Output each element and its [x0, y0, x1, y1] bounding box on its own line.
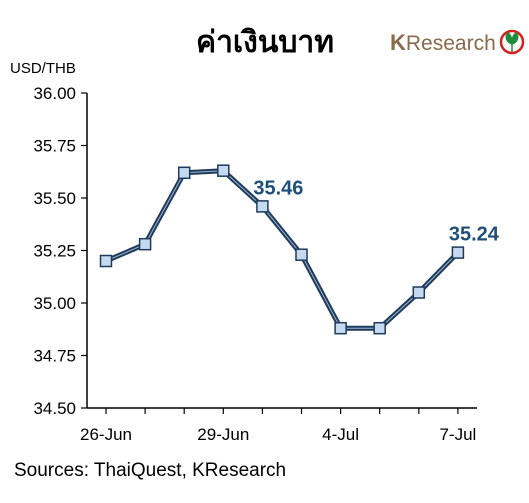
y-tick-label: 34.75 — [33, 347, 76, 366]
x-tick-label: 7-Jul — [439, 425, 476, 444]
kresearch-logo: KResearch — [390, 29, 525, 55]
y-axis-label: USD/THB — [10, 60, 76, 77]
logo-emblem-icon — [499, 29, 525, 55]
axes — [86, 93, 477, 409]
data-point — [138, 237, 152, 251]
data-point — [295, 248, 308, 261]
data-label: 35.24 — [449, 224, 500, 246]
data-point — [177, 166, 191, 180]
data-point — [99, 254, 113, 268]
annotations: 35.46 35.24 — [253, 177, 499, 245]
y-tick-label: 35.25 — [33, 242, 76, 261]
data-label: 35.46 — [253, 177, 303, 199]
source-note: Sources: ThaiQuest, KResearch — [14, 460, 286, 481]
data-point — [334, 321, 347, 335]
logo-research: Research — [406, 32, 496, 55]
chart-title: ค่าเงินบาท — [196, 25, 334, 60]
data-point — [256, 200, 269, 213]
x-ticks: 26-Jun 29-Jun 4-Jul 7-Jul — [80, 408, 476, 444]
x-tick-label: 4-Jul — [322, 425, 359, 444]
y-tick-label: 34.50 — [33, 399, 76, 418]
y-tick-label: 36.00 — [33, 84, 76, 103]
series-line-highlight — [105, 170, 459, 329]
data-point — [412, 286, 426, 299]
data-point — [217, 164, 230, 177]
series — [99, 164, 465, 335]
data-point — [451, 246, 465, 259]
y-tick-label: 35.50 — [33, 189, 76, 208]
y-tick-label: 35.75 — [33, 137, 76, 156]
svg-text:KResearch: KResearch — [390, 30, 496, 55]
x-tick-label: 26-Jun — [80, 425, 132, 444]
y-tick-label: 35.00 — [33, 294, 76, 313]
data-point — [373, 321, 386, 335]
logo-k: K — [390, 30, 406, 55]
y-ticks: 34.50 34.75 35.00 35.25 35.50 35.75 36.00 — [33, 84, 87, 418]
x-tick-label: 29-Jun — [197, 425, 249, 444]
